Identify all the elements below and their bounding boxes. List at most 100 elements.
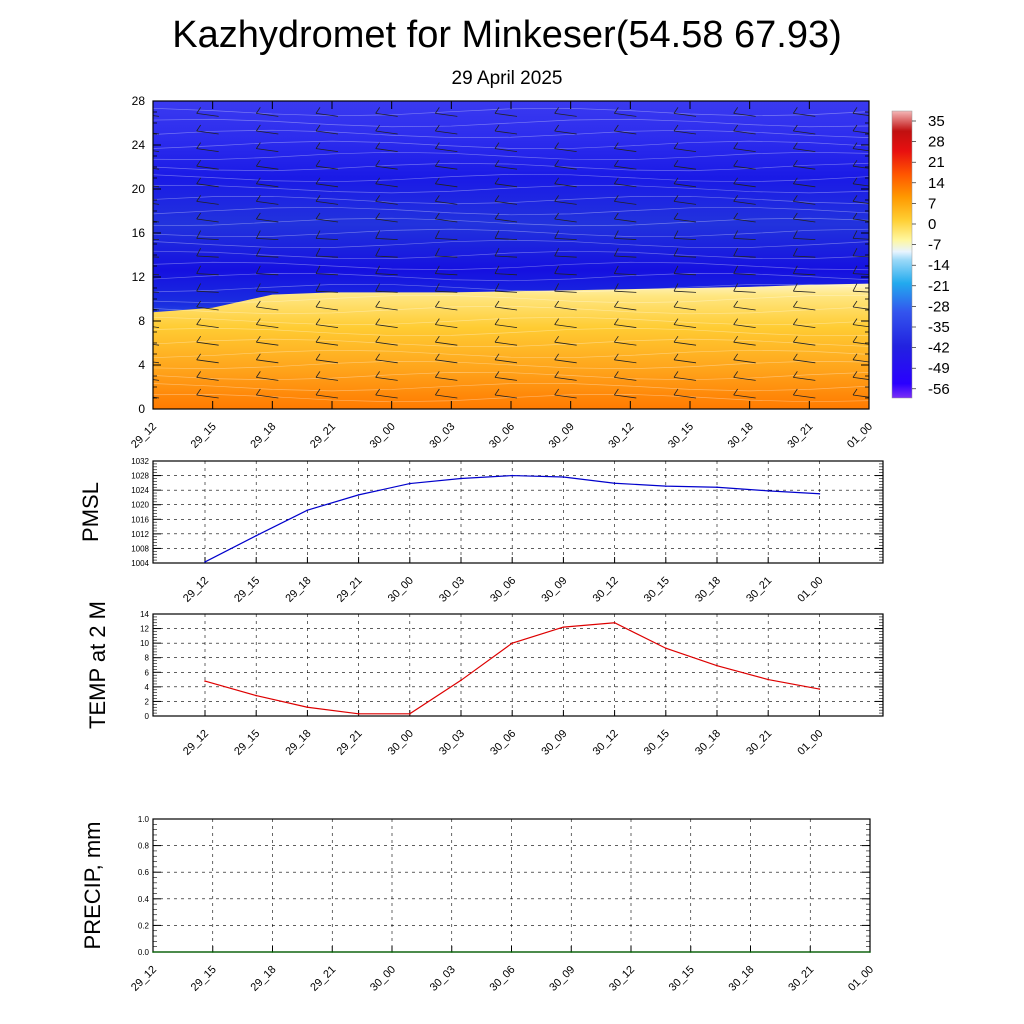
wind-barb-flag: [375, 248, 381, 257]
data-point: [152, 951, 154, 953]
figure-title: Kazhydromet for Minkeser(54.58 67.93): [172, 14, 842, 56]
wind-barb-staff: [733, 273, 756, 276]
colorbar-label: 35: [928, 113, 945, 130]
x-tick-label: 30_21: [744, 575, 774, 605]
wind-barb-staff: [614, 183, 637, 188]
x-tick-label: 01_00: [846, 964, 876, 994]
wind-barb-flag: [137, 125, 141, 131]
wind-barb-staff: [793, 324, 816, 328]
wind-barb-staff: [256, 113, 279, 117]
wind-barb-staff: [673, 306, 697, 311]
wind-barb-staff: [256, 394, 279, 399]
wind-barb-staff: [494, 238, 518, 240]
wind-barb-staff: [196, 183, 219, 188]
wind-barb-flag: [435, 142, 440, 149]
wind-barb-flag: [852, 142, 858, 149]
wind-barb-flag: [256, 159, 261, 167]
wind-barb-staff: [256, 183, 279, 188]
wind-barb-flag: [793, 335, 798, 343]
wind-barb-flag: [613, 283, 619, 292]
wind-barb-staff: [494, 255, 518, 258]
isotherm-line: [153, 349, 869, 359]
wind-barb-flag: [256, 318, 261, 325]
wind-barb-flag: [256, 142, 261, 149]
heatmap-x-tick-label: 29_18: [248, 421, 278, 451]
wind-barb-flag: [196, 388, 201, 396]
data-point: [570, 951, 573, 953]
x-tick-label: 30_06: [488, 575, 518, 605]
colorbar-label: 0: [928, 216, 936, 233]
wind-barb-staff: [852, 324, 869, 328]
wind-barb-staff: [852, 306, 869, 310]
data-point: [511, 474, 513, 477]
wind-barb-staff: [153, 220, 160, 223]
y-tick-label: 10: [140, 639, 149, 648]
wind-barb-staff: [554, 341, 577, 346]
isotherm-line: [153, 316, 869, 326]
pmsl-panel: 1004 1008 1012 1016 1020 1024 1028 1032 29_12 29_…: [78, 457, 884, 605]
heatmap-y-tick-label: 16: [132, 226, 146, 240]
wind-barb-staff: [196, 273, 219, 276]
wind-barb-flag: [614, 107, 619, 114]
colorbar-label: 7: [928, 195, 936, 212]
wind-barb-staff: [793, 290, 816, 293]
precip-panel: 0.0 0.2 0.4 0.6 0.8 1.0 29_12 29_15 29_18 29_21 30…: [80, 815, 876, 994]
wind-barb-staff: [733, 306, 756, 311]
wind-barb-staff: [256, 341, 279, 346]
temp-panel: 0 2 4 6 8 10 12 14 29_12 29_15 29_18 29_21 30_00 30_0…: [85, 601, 884, 758]
wind-barb-staff: [673, 255, 697, 258]
data-point: [211, 951, 214, 953]
wind-barb-staff: [315, 148, 339, 152]
wind-barb-flag: [554, 388, 559, 396]
wind-barb-staff: [673, 324, 697, 328]
wind-barb-flag: [196, 265, 202, 274]
heatmap-y-tick-label: 20: [132, 182, 146, 196]
x-tick-label: 30_00: [386, 728, 416, 758]
wind-barb-staff: [673, 290, 697, 293]
wind-barb-flag: [375, 107, 380, 114]
heatmap-x-tick-label: 29_12: [129, 421, 159, 451]
heatmap-x-tick-label: 30_03: [427, 421, 457, 451]
isotherm-line: [153, 217, 869, 227]
wind-barb-flag: [792, 283, 798, 292]
x-tick-label: 30_00: [368, 964, 398, 994]
wind-barb-staff: [153, 203, 160, 205]
wind-barb-staff: [554, 290, 577, 293]
wind-barb-flag: [315, 230, 321, 239]
wind-barb-flag: [554, 283, 560, 292]
x-tick-label: 30_21: [786, 964, 816, 994]
y-tick-label: 1016: [131, 515, 149, 524]
wind-barb-flag: [852, 318, 858, 325]
heatmap-x-tick-label: 29_21: [308, 421, 338, 451]
wind-barb-flag: [494, 159, 500, 167]
data-point: [331, 951, 334, 953]
wind-barb-flag: [375, 388, 380, 396]
wind-barb-flag: [554, 195, 559, 202]
wind-barb-staff: [375, 183, 398, 188]
wind-barb-flag: [673, 283, 679, 292]
wind-barb-flag: [315, 388, 321, 396]
wind-barb-staff: [733, 341, 756, 346]
isotherm-line: [153, 327, 869, 336]
wind-barb-flag: [435, 212, 440, 220]
wind-barb-flag: [733, 124, 738, 132]
wind-barb-staff: [614, 290, 637, 293]
data-point: [716, 486, 718, 489]
wind-barb-staff: [196, 341, 219, 346]
y-tick-label: 0.6: [138, 868, 150, 877]
isotherm-line: [153, 295, 869, 304]
x-tick-label: 30_03: [437, 575, 467, 605]
wind-barb-flag: [614, 212, 619, 220]
wind-barb-flag: [434, 265, 440, 274]
wind-barb-flag: [673, 195, 679, 202]
data-point: [391, 951, 393, 953]
colorbar: 35 28 21 14 7 0 -7 -14 -21 -28 -35 -42 -49 -56: [891, 110, 950, 399]
wind-barb-staff: [554, 201, 577, 205]
wind-barb-staff: [256, 377, 279, 381]
wind-barb-flag: [494, 124, 500, 132]
wind-barb-staff: [733, 183, 756, 188]
wind-barb-flag: [494, 388, 500, 396]
wind-barb-staff: [793, 113, 816, 117]
isotherm-line: [153, 272, 869, 282]
